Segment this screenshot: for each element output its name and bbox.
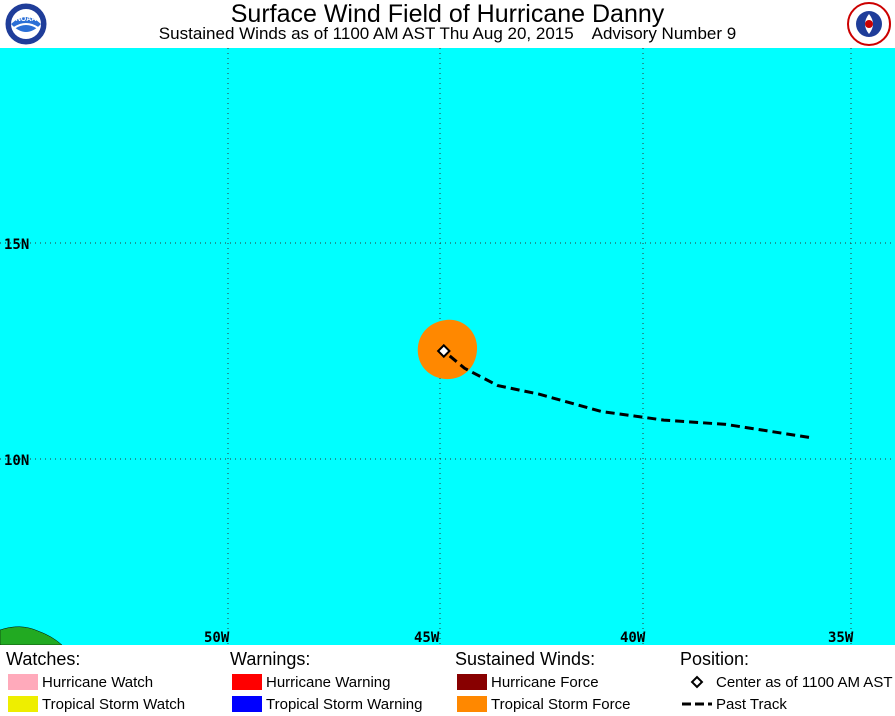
legend-position-heading: Position: [680,649,750,669]
legend-label: Tropical Storm Warning [266,695,423,713]
legend-item: Hurricane Force [455,671,630,693]
dashed-line-icon [682,696,712,712]
map: 15N 10N 50W 45W 40W 35W [0,48,895,645]
legend-item: Hurricane Watch [6,671,185,693]
legend-winds-heading: Sustained Winds: [455,649,596,669]
page-subtitle: Sustained Winds as of 1100 AM AST Thu Au… [158,24,737,43]
legend-label: Past Track [716,695,787,713]
header: NOAA Surface Wind Field of Hurricane Dan… [0,0,895,48]
hurricane-watch-swatch [8,674,38,690]
tropical-storm-watch-swatch [8,696,38,712]
legend-label: Hurricane Force [491,673,599,691]
legend-item: Center as of 1100 AM AST [680,671,892,693]
legend-label: Hurricane Watch [42,673,154,691]
tropical-storm-force-swatch [457,696,487,712]
legend-item: Hurricane Warning [230,671,422,693]
hurricane-warning-swatch [232,674,262,690]
legend-watches-heading: Watches: [6,649,81,669]
legend-warnings-heading: Warnings: [230,649,311,669]
lat-label-10n: 10N [4,453,29,469]
legend-item: Tropical Storm Force [455,693,630,715]
legend: Watches: Hurricane Watch Tropical Storm … [0,645,895,716]
legend-watches: Watches: Hurricane Watch Tropical Storm … [6,649,185,715]
diamond-icon [682,674,712,690]
legend-label: Hurricane Warning [266,673,391,691]
lon-label-45w: 45W [414,630,440,645]
legend-warnings: Warnings: Hurricane Warning Tropical Sto… [230,649,422,715]
lat-label-15n: 15N [4,237,29,253]
lon-label-40w: 40W [620,630,646,645]
svg-text:NOAA: NOAA [16,16,37,23]
lon-label-35w: 35W [828,630,854,645]
legend-item: Tropical Storm Warning [230,693,422,715]
lon-label-50w: 50W [204,630,230,645]
page-title: Surface Wind Field of Hurricane Danny [230,0,665,28]
hurricane-force-swatch [457,674,487,690]
past-track-line [442,349,810,439]
legend-label: Tropical Storm Force [491,695,631,713]
legend-item: Past Track [680,693,892,715]
tropical-storm-warning-swatch [232,696,262,712]
legend-position: Position: Center as of 1100 AM AST Past … [680,649,892,715]
noaa-logo-icon: NOAA [4,2,48,46]
legend-label: Tropical Storm Watch [42,695,186,713]
legend-label: Center as of 1100 AM AST [716,673,893,691]
land-mass [0,626,63,645]
legend-item: Tropical Storm Watch [6,693,185,715]
nws-logo-icon [847,2,891,46]
legend-winds: Sustained Winds: Hurricane Force Tropica… [455,649,630,715]
storm-center-diamond-icon [436,343,451,359]
